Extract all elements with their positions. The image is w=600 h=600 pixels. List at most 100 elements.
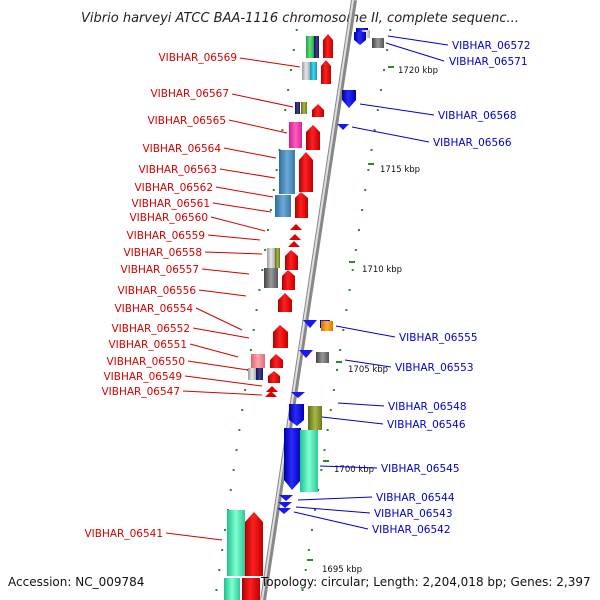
- gene-block-pink[interactable]: [289, 122, 302, 148]
- gene-arrow-red[interactable]: [290, 224, 302, 230]
- gene-label[interactable]: VIBHAR_06555: [399, 332, 478, 344]
- gene-label[interactable]: VIBHAR_06566: [433, 137, 512, 149]
- gene-label[interactable]: VIBHAR_06547: [101, 386, 180, 398]
- gene-arrow-blue[interactable]: [284, 428, 301, 490]
- gene-label[interactable]: VIBHAR_06560: [129, 212, 208, 224]
- gene-block-olive[interactable]: [275, 248, 280, 268]
- gene-arrow-blue[interactable]: [337, 124, 349, 130]
- gene-label[interactable]: VIBHAR_06545: [381, 463, 460, 475]
- gene-label[interactable]: VIBHAR_06553: [395, 362, 474, 374]
- label-connector: [187, 360, 249, 371]
- gene-label[interactable]: VIBHAR_06541: [84, 528, 163, 540]
- gene-arrow-red[interactable]: [323, 34, 333, 58]
- gene-label[interactable]: VIBHAR_06569: [158, 52, 237, 64]
- gene-label[interactable]: VIBHAR_06563: [138, 164, 217, 176]
- gene-block-dark[interactable]: [316, 352, 329, 363]
- gene-label[interactable]: VIBHAR_06565: [147, 115, 226, 127]
- kbp-label: 1705 kbp: [348, 365, 388, 375]
- gene-block-cyan[interactable]: [310, 62, 317, 80]
- gene-label[interactable]: VIBHAR_06548: [388, 401, 467, 413]
- gene-label[interactable]: VIBHAR_06562: [134, 182, 213, 194]
- gene-block-navy[interactable]: [314, 36, 319, 58]
- gene-block-navy[interactable]: [295, 102, 300, 114]
- label-connector: [228, 119, 288, 134]
- left-labels: VIBHAR_06569 VIBHAR_06567 VIBHAR_06565 V…: [84, 52, 301, 541]
- label-connector: [295, 506, 371, 514]
- gene-arrow-blue[interactable]: [303, 320, 317, 328]
- label-connector: [195, 307, 243, 331]
- label-connector: [207, 234, 261, 241]
- gene-label[interactable]: VIBHAR_06554: [114, 303, 193, 315]
- gene-arrow-red[interactable]: [268, 371, 280, 383]
- gene-arrow-blue[interactable]: [289, 404, 304, 426]
- gene-arrow-red[interactable]: [312, 104, 324, 117]
- gene-label[interactable]: VIBHAR_06568: [438, 110, 517, 122]
- gene-arrow-blue[interactable]: [291, 392, 305, 398]
- gene-arrow-red[interactable]: [299, 152, 313, 192]
- gene-block-olive[interactable]: [308, 406, 322, 430]
- gene-block-dark[interactable]: [264, 268, 278, 288]
- gene-arrow-blue[interactable]: [278, 502, 292, 508]
- gene-block-gray[interactable]: [267, 248, 275, 268]
- gene-label[interactable]: VIBHAR_06542: [372, 524, 451, 536]
- gene-block-green[interactable]: [306, 36, 314, 58]
- gene-arrow-red[interactable]: [295, 192, 308, 218]
- gene-label[interactable]: VIBHAR_06561: [131, 198, 210, 210]
- gene-arrow-blue[interactable]: [279, 495, 293, 501]
- gene-block-red[interactable]: [242, 578, 260, 600]
- gene-arrow-red[interactable]: [265, 391, 277, 397]
- gene-arrow-red[interactable]: [285, 250, 298, 270]
- gene-arrow-red[interactable]: [278, 293, 292, 312]
- gene-label[interactable]: VIBHAR_06558: [123, 247, 202, 259]
- gene-label[interactable]: VIBHAR_06557: [120, 264, 199, 276]
- gene-label[interactable]: VIBHAR_06559: [126, 230, 205, 242]
- gene-arrow-red[interactable]: [245, 512, 263, 576]
- gene-label[interactable]: VIBHAR_06567: [150, 88, 229, 100]
- gene-block-dark[interactable]: [372, 38, 384, 48]
- gene-arrow-red[interactable]: [282, 270, 295, 290]
- gene-block-olive[interactable]: [301, 102, 307, 114]
- gene-arrow-red[interactable]: [273, 325, 288, 348]
- gene-arrow-red[interactable]: [321, 60, 331, 84]
- gene-arrow-blue[interactable]: [299, 350, 313, 358]
- gene-block-mint[interactable]: [300, 430, 318, 492]
- gene-label[interactable]: VIBHAR_06556: [117, 285, 196, 297]
- gene-block-mint[interactable]: [224, 578, 240, 600]
- gene-label[interactable]: VIBHAR_06551: [108, 339, 187, 351]
- gene-block-navy[interactable]: [256, 368, 263, 380]
- gene-block-mint[interactable]: [227, 510, 245, 576]
- gene-block-gray[interactable]: [302, 62, 310, 80]
- label-connector: [201, 268, 250, 275]
- label-connector: [212, 202, 272, 213]
- gene-label[interactable]: VIBHAR_06546: [387, 419, 466, 431]
- label-connector: [335, 325, 396, 338]
- gene-label[interactable]: VIBHAR_06549: [103, 371, 182, 383]
- kbp-label: 1700 kbp: [334, 465, 374, 475]
- gene-arrow-red[interactable]: [306, 125, 320, 150]
- gene-block-orange[interactable]: [321, 321, 333, 331]
- gene-arrow-red[interactable]: [289, 234, 301, 240]
- gene-arrow-red[interactable]: [270, 354, 283, 368]
- gene-arrow-blue[interactable]: [342, 90, 356, 108]
- gene-label[interactable]: VIBHAR_06543: [374, 508, 453, 520]
- gene-arrow-red[interactable]: [266, 386, 278, 392]
- gene-label[interactable]: VIBHAR_06550: [106, 356, 185, 368]
- gene-label[interactable]: VIBHAR_06544: [376, 492, 455, 504]
- label-connector: [165, 532, 223, 541]
- gene-label[interactable]: VIBHAR_06572: [452, 40, 531, 52]
- gene-block-rose[interactable]: [251, 354, 265, 368]
- label-connector: [359, 103, 435, 116]
- gene-block-gray[interactable]: [248, 368, 256, 380]
- gene-arrow-red[interactable]: [288, 241, 300, 247]
- label-connector: [192, 327, 250, 339]
- label-connector: [351, 126, 430, 143]
- left-scale-track: [215, 29, 298, 591]
- gene-label[interactable]: VIBHAR_06571: [449, 56, 528, 68]
- gene-arrow-blue[interactable]: [354, 32, 366, 45]
- gene-label[interactable]: VIBHAR_06552: [111, 323, 190, 335]
- gene-block-steel[interactable]: [279, 150, 295, 194]
- gene-block-steel[interactable]: [275, 195, 291, 217]
- map-title: Vibrio harveyi ATCC BAA-1116 chromosome …: [81, 11, 519, 26]
- gene-arrow-blue[interactable]: [277, 508, 291, 514]
- gene-label[interactable]: VIBHAR_06564: [142, 143, 221, 155]
